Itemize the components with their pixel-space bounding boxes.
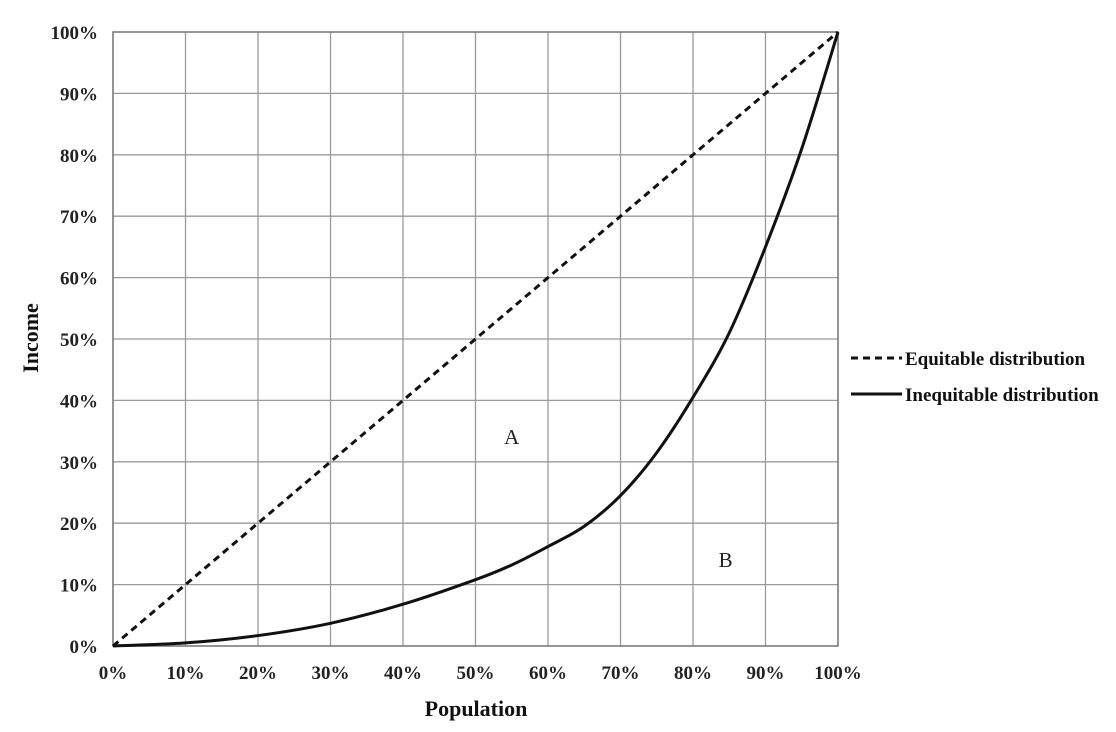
plot-area-border <box>112 31 839 647</box>
x-tick-label: 30% <box>312 663 350 684</box>
annotation-label-a: A <box>504 425 520 449</box>
legend: Equitable distribution Inequitable distr… <box>851 349 1099 406</box>
x-axis-title: Population <box>425 696 528 721</box>
y-tick-label: 90% <box>60 84 98 105</box>
y-tick-label: 100% <box>51 23 99 44</box>
series-line-inequitable <box>112 31 840 648</box>
x-tick-label: 10% <box>167 663 205 684</box>
annotation-label-b: B <box>719 548 733 572</box>
series-line-equitable <box>112 30 839 648</box>
y-tick-label: 20% <box>60 514 98 535</box>
y-tick-label: 50% <box>60 330 98 351</box>
legend-label-equitable: Equitable distribution <box>905 349 1085 370</box>
y-axis-ticks: 0% 10% 20% 30% 40% 50% 60% 70% 80% 90% 100% <box>51 23 99 658</box>
annotations: AB <box>504 425 732 572</box>
x-tick-label: 80% <box>674 663 712 684</box>
y-axis-title: Income <box>18 303 43 373</box>
y-tick-label: 0% <box>70 637 99 658</box>
legend-label-inequitable: Inequitable distribution <box>905 385 1099 406</box>
x-tick-label: 70% <box>602 663 640 684</box>
x-tick-label: 20% <box>239 663 277 684</box>
x-tick-label: 40% <box>384 663 422 684</box>
y-tick-label: 30% <box>60 453 98 474</box>
y-tick-label: 70% <box>60 207 98 228</box>
y-tick-label: 60% <box>60 269 98 290</box>
x-tick-label: 0% <box>99 663 128 684</box>
y-tick-label: 10% <box>60 576 98 597</box>
x-axis-ticks: 0% 10% 20% 30% 40% 50% 60% 70% 80% 90% 100% <box>99 663 862 684</box>
x-tick-label: 100% <box>814 663 862 684</box>
x-tick-label: 50% <box>457 663 495 684</box>
series-lines <box>112 30 840 648</box>
y-tick-label: 40% <box>60 391 98 412</box>
x-tick-label: 60% <box>529 663 567 684</box>
gridlines <box>112 31 839 647</box>
y-tick-label: 80% <box>60 146 98 167</box>
x-tick-label: 90% <box>747 663 785 684</box>
